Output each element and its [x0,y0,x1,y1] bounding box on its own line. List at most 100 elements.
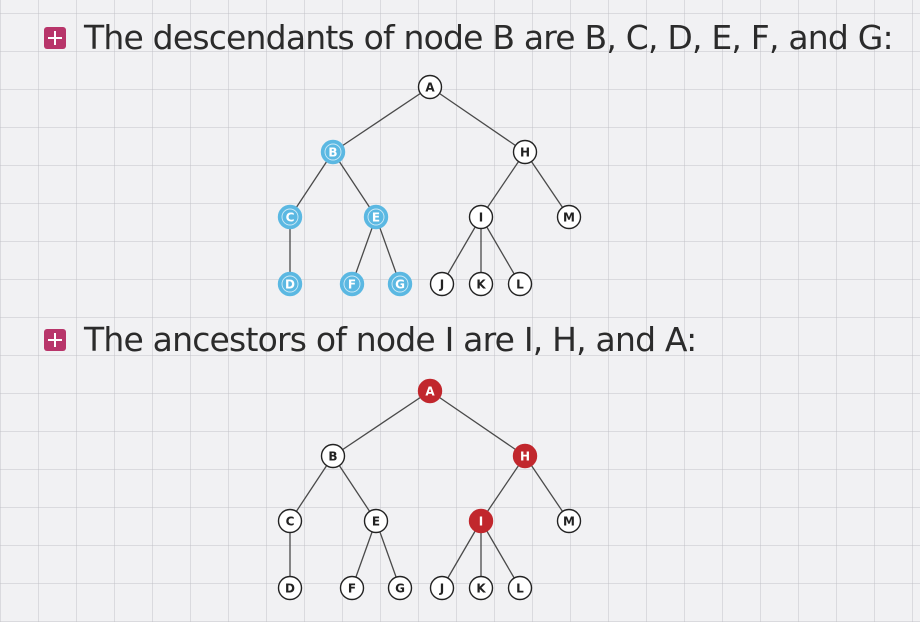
node-circle [512,139,538,165]
node-circle [387,575,413,601]
tree-node-d: D [277,271,303,297]
node-circle [507,271,533,297]
tree-node-g: G [387,271,413,297]
node-inner-ring [391,275,409,293]
tree-edge-b-c [289,455,334,522]
node-circle [468,204,494,230]
node-circle [429,575,455,601]
node-label: L [516,582,524,596]
node-label: F [348,278,356,292]
section-ancestors: The ancestors of node I are I, H, and A: [44,320,697,359]
node-circle [556,204,582,230]
node-circle [468,575,494,601]
tree-node-c: C [277,204,303,230]
tree-edge-a-b [332,86,431,153]
node-circle [512,443,538,469]
tree-node-l: L [507,271,533,297]
tree-edge-i-l [480,216,521,285]
node-label: C [286,211,295,225]
tree-edge-a-h [429,86,526,153]
tree-edge-i-l [480,520,521,589]
tree-node-f: F [339,271,365,297]
node-label: A [425,385,435,399]
node-label: E [372,211,380,225]
node-label: G [395,582,405,596]
node-circle [363,508,389,534]
node-label: J [439,582,444,596]
tree-node-d: D [277,575,303,601]
tree-node-m: M [556,204,582,230]
node-label: D [285,278,295,292]
tree-node-k: K [468,271,494,297]
tree-node-a: A [417,74,443,100]
tree-node-e: E [363,508,389,534]
tree-node-b: B [320,443,346,469]
node-label: I [479,515,483,529]
node-circle [429,271,455,297]
node-inner-ring [367,208,385,226]
node-inner-ring [281,275,299,293]
node-label: G [395,278,405,292]
tree-node-i: I [468,204,494,230]
plus-bullet-icon [44,26,66,49]
node-label: B [328,450,337,464]
node-label: A [425,81,435,95]
node-circle [468,271,494,297]
tree-node-j: J [429,575,455,601]
node-circle [417,74,443,100]
tree-edge-h-i [480,151,526,218]
node-circle [417,378,443,404]
tree-edge-h-m [524,455,570,522]
tree-node-c: C [277,508,303,534]
node-label: L [516,278,524,292]
node-label: H [520,450,530,464]
tree-edge-i-j [441,216,482,285]
node-circle [468,508,494,534]
tree-edge-h-m [524,151,570,218]
node-circle [277,508,303,534]
tree-node-h: H [512,139,538,165]
tree-edge-i-j [441,520,482,589]
node-circle [507,575,533,601]
tree-node-k: K [468,575,494,601]
node-label: F [348,582,356,596]
tree-edge-b-e [332,151,377,218]
node-label: C [286,515,295,529]
tree-node-f: F [339,575,365,601]
node-label: H [520,146,530,160]
node-inner-ring [343,275,361,293]
tree-node-l: L [507,575,533,601]
tree-edge-a-b [332,390,431,457]
section-heading: The descendants of node B are B, C, D, E… [84,18,894,57]
tree-edge-h-i [480,455,526,522]
section-descendants: The descendants of node B are B, C, D, E… [44,18,894,57]
section-heading: The ancestors of node I are I, H, and A: [84,320,697,359]
node-label: K [476,582,486,596]
node-label: I [479,211,483,225]
node-circle [339,575,365,601]
tree-node-i: I [468,508,494,534]
node-circle [320,443,346,469]
node-circle [277,575,303,601]
tree-edge-b-c [289,151,334,218]
plus-bullet-icon [44,328,66,351]
node-inner-ring [324,143,342,161]
node-circle [556,508,582,534]
node-label: D [285,582,295,596]
tree-node-e: E [363,204,389,230]
tree-node-j: J [429,271,455,297]
tree-node-b: B [320,139,346,165]
node-label: J [439,278,444,292]
node-label: E [372,515,380,529]
tree-node-g: G [387,575,413,601]
tree-node-a: A [417,378,443,404]
node-label: M [563,211,575,225]
tree-edge-a-h [429,390,526,457]
node-label: K [476,278,486,292]
node-inner-ring [281,208,299,226]
descendants-tree-diagram: A B C D E F G H I J K L M [277,74,582,297]
tree-node-h: H [512,443,538,469]
node-label: B [328,146,337,160]
node-label: M [563,515,575,529]
